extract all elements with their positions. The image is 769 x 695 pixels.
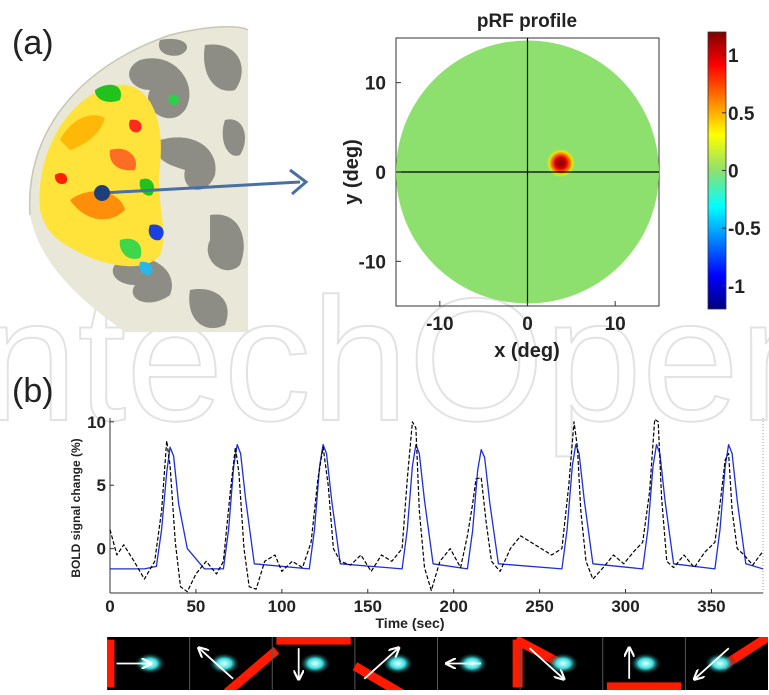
stimulus-arrow [528,647,564,679]
bold-x-label: Time (sec) [376,615,445,631]
prf-colorbar-tick-label: -1 [728,277,745,298]
stimulus-frame [271,634,351,690]
stimulus-strip [104,631,769,695]
prf-x-tick-label: -10 [426,314,453,335]
brain-outline [28,25,249,216]
bold-x-tick-label: 350 [697,597,725,616]
prf-y-ticks: -10 0 10 [359,74,401,273]
prf-colorbar-tick-label: 1 [728,46,739,67]
stimulus-prf-blob [299,652,332,675]
stimulus-arrow [363,648,398,680]
prf-colorbar-ticks: 1 0.5 0 -0.5 -1 [722,46,761,298]
panel-label-a: (a) [12,24,54,62]
voxel-connector [94,168,309,201]
stimulus-frame [189,637,280,695]
bold-plot-area [109,418,764,594]
bold-y-tick-label: 0 [97,540,106,559]
prf-x-tick-label: 10 [605,314,626,335]
connector-line [101,180,301,195]
prf-y-tick-label: 10 [365,74,386,95]
prf-colorbar-tick-label: -0.5 [728,219,761,240]
stimulus-prf-blob [629,652,662,675]
prf-x-label: x (deg) [494,340,560,362]
stimulus-arrow [695,647,730,679]
bold-y-ticks: 0 5 10 [87,413,114,559]
bold-y-label: BOLD signal change (%) [69,438,83,577]
stimulus-frames [104,631,769,695]
stimulus-frame [684,631,769,690]
bold-y-tick-label: 5 [97,476,106,495]
voxel-marker [94,185,110,201]
prf-colorbar-tick-label: 0 [728,162,739,183]
bold-x-tick-label: 150 [354,597,382,616]
bold-x-ticks: 0 50 100 150 200 250 300 350 [105,589,726,616]
bold-measured-series [109,418,764,593]
bold-x-tick-label: 250 [525,597,553,616]
prf-y-tick-label: 0 [375,163,386,184]
stimulus-frame [513,635,580,690]
brain-surface [28,25,249,332]
bold-x-tick-label: 50 [186,597,205,616]
prf-title: pRF profile [477,11,577,32]
stimulus-frame [437,637,523,690]
stimulus-frame [104,637,166,690]
bold-x-tick-label: 200 [439,597,467,616]
panel-label-b: (b) [12,372,54,410]
connector-arrowhead [289,168,309,196]
stimulus-prf-blob [547,652,580,675]
stimulus-prf-blob [704,652,737,675]
prf-y-tick-label: -10 [359,252,386,273]
prf-x-ticks: -10 0 10 [426,301,626,335]
prf-x-tick-label: 0 [522,314,533,335]
bold-x-tick-label: 300 [611,597,639,616]
stimulus-bar [223,646,280,695]
prf-y-label: y (deg) [341,139,363,205]
stimulus-frame [602,637,682,693]
bold-y-tick-label: 10 [87,413,106,432]
bold-x-tick-label: 100 [268,597,296,616]
bold-fit-series [110,443,764,570]
stimulus-frame [352,637,414,695]
prf-peak [546,149,575,178]
stimulus-prf-blob [208,652,241,675]
stimulus-prf-blob [381,652,414,675]
bold-x-tick-label: 0 [105,597,114,616]
prf-colorbar-tick-label: 0.5 [728,104,755,125]
bold-chart: BOLD signal change (%) 0 50 100 150 200 250 30… [69,413,764,631]
stimulus-arrow [199,648,234,680]
